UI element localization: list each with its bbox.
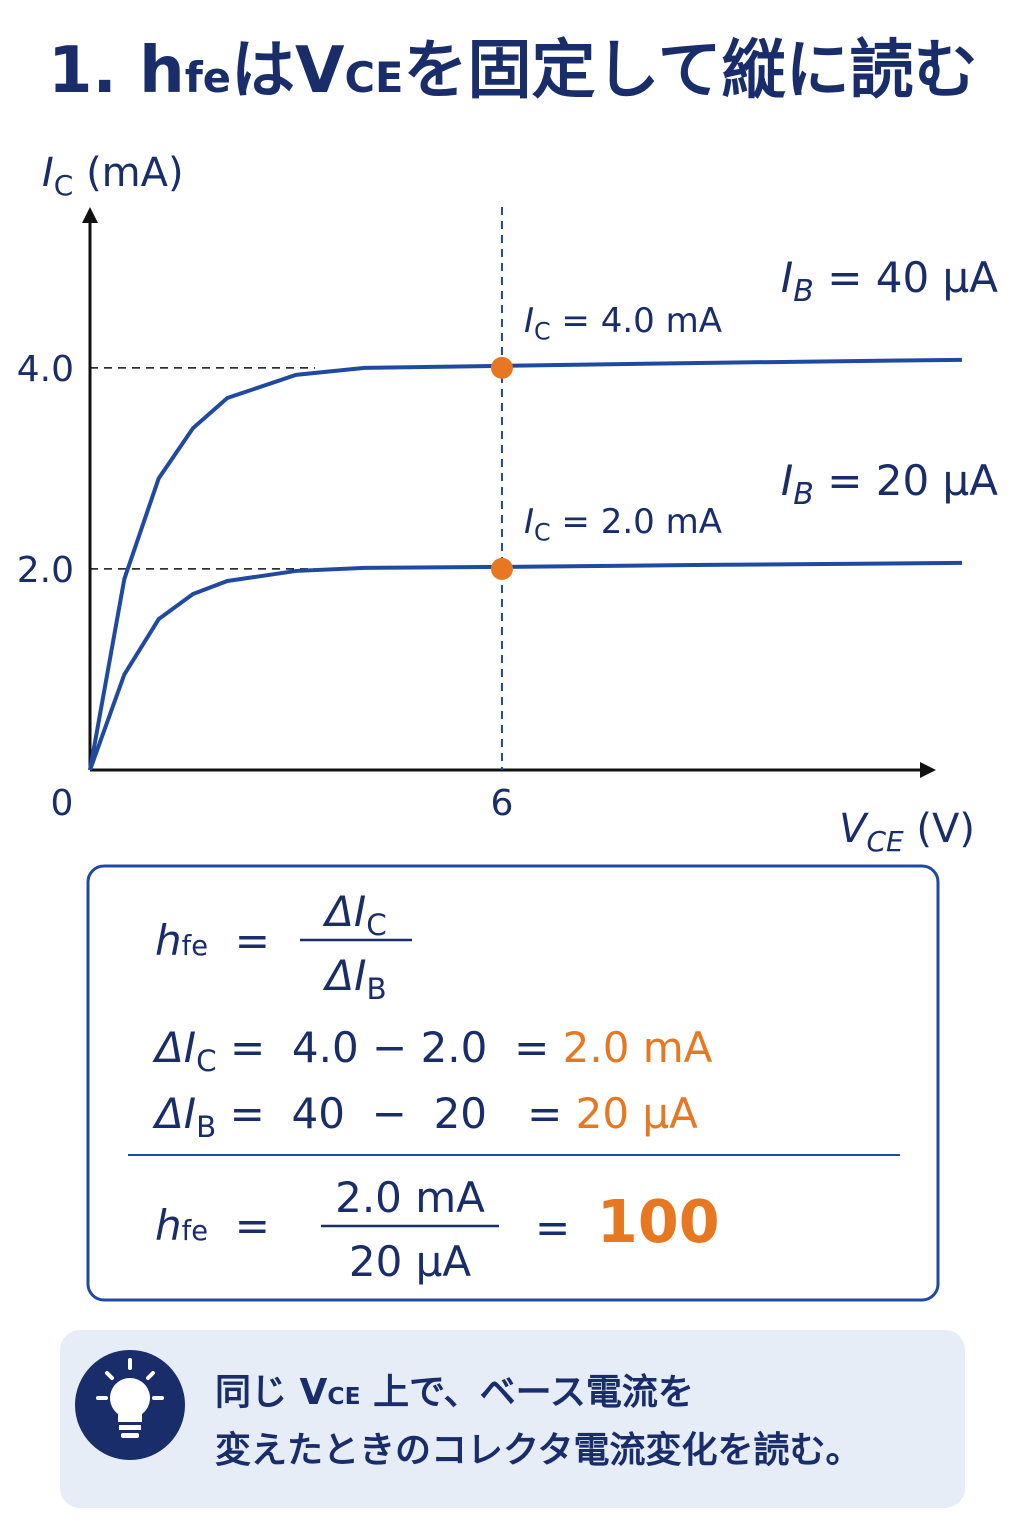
text-run: C [534,518,551,546]
text-run: = [208,916,270,965]
bulb-icon [75,1350,185,1460]
text-run: 1. h [48,34,185,108]
text-run: I [781,253,793,302]
formula-lhs: hfe = [155,1201,270,1250]
tip-box [60,1330,965,1508]
annotation-label: IC = 4.0 mA [524,301,722,345]
series-label: IB = 20 μA [781,456,998,512]
series-line [88,357,963,771]
text-run: I [781,456,793,505]
text-run: は [231,34,295,108]
text-run: 20 μA [349,1237,472,1286]
text-run: CE [345,53,404,102]
text-run: (V) [904,806,975,852]
y-tick-label: 4.0 [17,349,74,390]
text-run: ΔI [322,951,366,1000]
text-run: fe [182,1216,208,1247]
text-run: 2.0 mA [335,1173,485,1222]
series-line [88,560,963,771]
text-run: CE [327,1382,360,1410]
text-run: B [793,477,814,512]
numerator: ΔIC [322,887,387,942]
annotation-label: IC = 2.0 mA [524,502,722,546]
text-run: fe [182,931,208,962]
text-run: C [366,908,387,942]
formula-rhs: = 100 [535,1187,720,1256]
tip-line: 変えたときのコレクタ電流変化を読む。 [215,1429,862,1471]
denominator: ΔIB [322,951,386,1006]
tip-line: 同じ VCE 上で、ベース電流を [215,1372,694,1413]
text-run: fe [185,53,231,102]
text-run: 100 [597,1187,720,1256]
text-run: V [839,806,869,852]
text-run: CE [866,825,904,858]
text-run: C [534,317,551,345]
text-run: 20 μA [576,1089,699,1138]
text-run: I [524,301,534,341]
text-run: (mA) [73,150,183,196]
text-run: V [300,1372,328,1413]
text-run: = 40 − 20 = [216,1089,575,1138]
text-run: B [196,1110,216,1144]
text-run: h [155,1201,182,1250]
denominator: 20 μA [349,1237,472,1286]
page-title: 1. hfeはVCEを固定して縦に読む [48,34,978,108]
text-run: = [208,1201,270,1250]
text-run: 同じ [215,1372,300,1413]
x-axis-label: VCE (V) [839,806,975,858]
text-run: 変えたときのコレクタ電流変化を読む。 [215,1429,862,1471]
formula-box [86,864,940,1302]
text-run: = 4.0 mA [551,301,722,341]
formula-line: ΔIB = 40 − 20 = 20 μA [152,1089,698,1144]
series-label: IB = 40 μA [781,253,998,309]
text-run: 上で、ベース電流を [361,1372,694,1413]
x-tick-label: 6 [491,783,514,824]
text-run: = 40 μA [814,253,998,302]
text-run: = 2.0 mA [551,502,722,542]
text-run: C [196,1044,217,1078]
text-run: ΔI [322,887,366,936]
text-run: ΔI [152,1089,196,1138]
text-run: I [524,502,534,542]
text-run: を固定して縦に読む [403,34,977,108]
text-run: B [366,972,386,1006]
operating-point [490,557,513,580]
text-run: = 20 μA [814,456,998,505]
text-run: = [535,1203,597,1252]
x-axis-arrow [920,762,936,778]
formula-lhs: hfe = [155,916,270,965]
numerator: 2.0 mA [335,1173,485,1222]
y-tick-label: 2.0 [17,550,74,591]
text-run: B [793,274,814,309]
text-run: C [54,169,74,202]
x-tick-label: 0 [51,783,74,824]
text-run: = 4.0 − 2.0 = [217,1023,563,1072]
text-run: V [295,34,345,108]
text-run: ΔI [152,1023,196,1072]
text-run: h [155,916,182,965]
operating-point [490,356,513,379]
text-run: 2.0 mA [563,1023,713,1072]
formula-line: ΔIC = 4.0 − 2.0 = 2.0 mA [152,1023,713,1078]
y-axis-label: IC (mA) [42,150,184,202]
text-run: I [42,150,54,196]
y-axis-arrow [82,207,98,223]
